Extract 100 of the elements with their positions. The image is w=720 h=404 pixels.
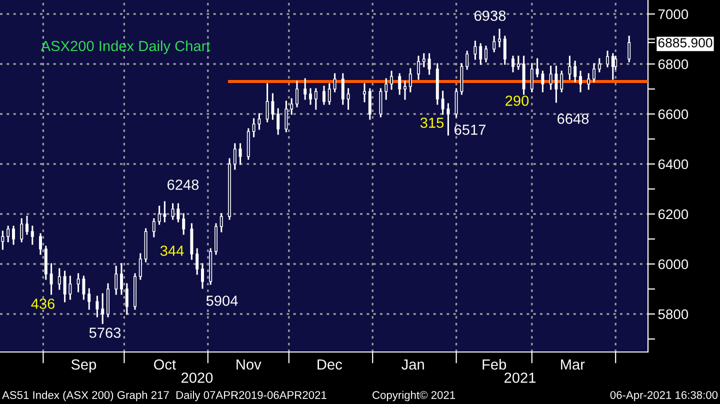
candlestick: [492, 36, 496, 52]
annotation: 6248: [168, 180, 199, 190]
x-tick-label: Nov: [236, 359, 262, 370]
text: Copyright© 2021: [372, 390, 456, 402]
candlestick: [346, 88, 350, 110]
text: 06-Apr-2021 16:38:00: [610, 391, 718, 402]
candlestick: [26, 216, 28, 235]
candlestick: [96, 296, 99, 318]
candlestick: [516, 56, 520, 70]
y-tick-label: 6885.900: [658, 38, 712, 48]
x-tick-label: Jan: [402, 359, 424, 370]
text: ASX200 Index Daily Chart: [40, 40, 210, 54]
candlestick: [114, 266, 118, 295]
y-tick-label: 7000: [658, 9, 688, 20]
candlestick: [88, 288, 91, 310]
candlestick: [606, 50, 609, 68]
candlestick: [220, 213, 223, 232]
candlestick: [171, 203, 174, 220]
candlestick: [560, 70, 564, 92]
candlestick: [446, 103, 450, 136]
x-tick-label: Feb: [482, 358, 506, 370]
candlestick: [233, 143, 236, 170]
candlestick: [428, 53, 431, 75]
x-tick-label: Sep: [71, 359, 96, 373]
candlestick: [484, 46, 488, 62]
candlestick: [441, 90, 444, 115]
candlestick: [12, 226, 15, 245]
candlestick: [266, 83, 269, 122]
candlestick: [592, 63, 596, 82]
candlestick: [341, 73, 344, 105]
candlestick: [20, 218, 24, 242]
candlestick: [304, 78, 307, 100]
y-tick-label: 6800: [658, 59, 688, 70]
candlestick: [101, 293, 104, 324]
candlestick: [333, 73, 336, 92]
candlestick: [574, 60, 577, 82]
candlestick: [30, 226, 34, 245]
candlestick: [284, 100, 288, 132]
candlestick: [176, 203, 180, 222]
annotation: 290: [506, 96, 529, 106]
candlestick: [6, 226, 10, 242]
candlestick: [125, 283, 128, 315]
candlestick: [158, 206, 161, 225]
candlestick: [309, 88, 312, 105]
candlestick: [276, 108, 280, 135]
candlestick: [50, 263, 53, 295]
candlestick: [201, 263, 204, 289]
candlestick: [58, 268, 61, 290]
text: 2021: [504, 372, 536, 383]
candlestick: [498, 28, 501, 48]
y-tick-label: 6400: [658, 159, 688, 170]
candlestick: [536, 58, 539, 78]
text: 2020: [182, 372, 213, 383]
text: AS51 Index (ASX 200) Graph 217 Daily 07APR2019-06APR2021: [2, 390, 326, 402]
candlestick: [422, 53, 426, 68]
candlestick: [598, 58, 601, 72]
candlestick: [63, 270, 66, 302]
candlestick: [417, 56, 420, 80]
candlestick: [39, 233, 42, 255]
candlestick: [258, 113, 261, 130]
candlestick: [328, 83, 331, 105]
candlestick: [76, 273, 80, 292]
candlestick: [363, 83, 366, 102]
annotation: 6517: [454, 124, 486, 135]
candlestick: [579, 70, 582, 92]
candlestick: [120, 263, 123, 295]
candlestick: [587, 73, 590, 90]
annotation: 436: [31, 298, 55, 309]
candlestick: [549, 66, 552, 90]
y-tick-label: 5800: [658, 309, 688, 320]
annotation: 6648: [558, 114, 589, 124]
candlestick: [152, 218, 156, 238]
candlestick: [182, 213, 186, 235]
candlestick: [479, 43, 482, 65]
y-tick-label: 6000: [658, 259, 688, 270]
candlestick: [290, 98, 294, 115]
x-tick-label: Dec: [318, 359, 342, 370]
candlestick: [82, 276, 86, 300]
candlestick: [554, 66, 558, 103]
candlestick: [390, 70, 393, 90]
candlestick: [398, 73, 402, 95]
candlestick: [322, 86, 326, 105]
annotation: 315: [420, 118, 444, 128]
candlestick: [379, 88, 382, 118]
candlestick: [466, 50, 469, 70]
candlestick: [196, 248, 199, 275]
candlestick: [68, 276, 72, 300]
candlestick: [252, 118, 256, 138]
candlestick: [628, 36, 631, 62]
candlestick: [512, 56, 514, 72]
candlestick: [138, 253, 142, 280]
candlestick: [296, 80, 298, 108]
annotation: 344: [160, 246, 184, 256]
candlestick: [384, 78, 388, 100]
candlestick: [611, 53, 614, 80]
x-tick-label: Oct: [154, 359, 176, 370]
y-tick-label: 6200: [658, 209, 688, 220]
annotation: 6938: [474, 10, 506, 21]
candlestick: [503, 36, 506, 65]
candlestick: [474, 40, 477, 60]
